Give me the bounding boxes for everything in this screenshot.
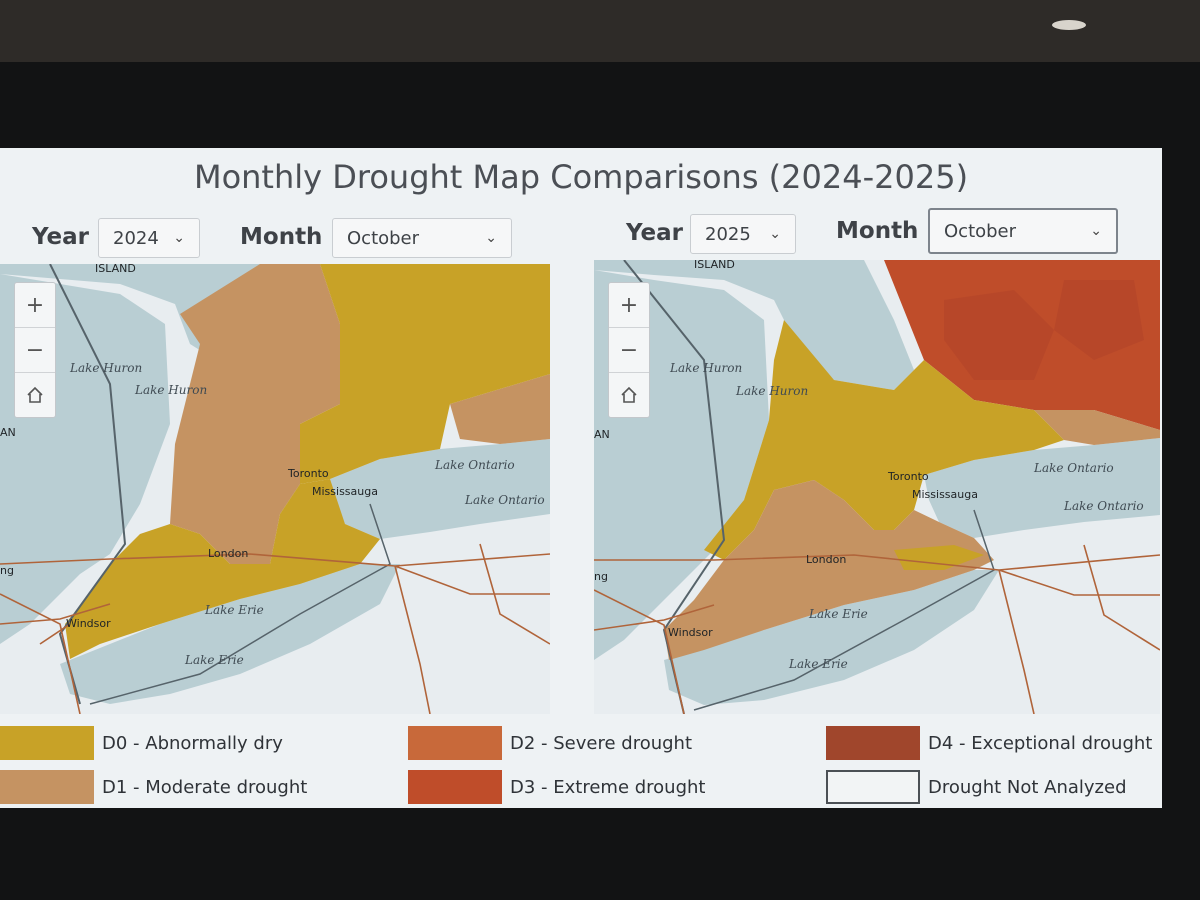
left-zoom-control: + − xyxy=(14,282,56,418)
d1-region xyxy=(170,264,340,564)
legend-label-d2: D2 - Severe drought xyxy=(510,732,693,754)
home-button[interactable] xyxy=(15,373,55,417)
label-an: AN xyxy=(594,428,610,441)
label-island: ISLAND xyxy=(95,264,136,275)
label-lake-erie-2: Lake Erie xyxy=(788,657,848,671)
left-month-select[interactable]: October ⌄ xyxy=(332,218,512,258)
label-lake-ontario-1: Lake Ontario xyxy=(434,458,515,472)
label-lake-huron-1: Lake Huron xyxy=(69,361,142,375)
label-mississauga: Mississauga xyxy=(312,485,378,498)
label-ng: ng xyxy=(594,570,608,583)
road-network xyxy=(594,544,1160,714)
d2-shading xyxy=(944,280,1144,380)
left-year-select[interactable]: 2024 ⌄ xyxy=(98,218,200,258)
label-lake-erie-2: Lake Erie xyxy=(184,653,244,667)
zoom-out-button[interactable]: − xyxy=(609,328,649,373)
legend-swatch-d1 xyxy=(0,770,94,804)
label-mississauga: Mississauga xyxy=(912,488,978,501)
ceiling-light xyxy=(1052,20,1086,30)
label-toronto: Toronto xyxy=(287,467,329,480)
legend-swatch-not-analyzed xyxy=(826,770,920,804)
d0-region-southwest xyxy=(65,479,380,659)
left-year-value: 2024 xyxy=(113,227,159,249)
chevron-down-icon: ⌄ xyxy=(173,230,185,246)
legend-label-not-analyzed: Drought Not Analyzed xyxy=(928,776,1127,798)
road-network xyxy=(0,543,550,714)
lake-ontario-water xyxy=(330,439,550,539)
right-map-canvas: ISLAND Lake Huron Lake Huron Lake Ontari… xyxy=(594,260,1160,714)
d1-region-east xyxy=(450,374,550,444)
legend-item-d4: D4 - Exceptional drought xyxy=(826,726,1152,760)
right-year-label: Year xyxy=(626,220,684,246)
legend-item-d0: D0 - Abnormally dry xyxy=(0,726,283,760)
right-zoom-control: + − xyxy=(608,282,650,418)
lake-ontario-water xyxy=(924,438,1160,538)
page-title: Monthly Drought Map Comparisons (2024-20… xyxy=(193,158,969,196)
label-an: AN xyxy=(0,426,16,439)
home-button[interactable] xyxy=(609,373,649,417)
zoom-in-button[interactable]: + xyxy=(15,283,55,328)
slide: Monthly Drought Map Comparisons (2024-20… xyxy=(0,148,1162,808)
left-month-value: October xyxy=(347,227,420,249)
right-drought-map[interactable]: ISLAND Lake Huron Lake Huron Lake Ontari… xyxy=(594,260,1160,714)
legend-swatch-d0 xyxy=(0,726,94,760)
label-london: London xyxy=(208,547,248,560)
lake-erie-water xyxy=(60,564,400,704)
zoom-out-button[interactable]: − xyxy=(15,328,55,373)
legend-label-d0: D0 - Abnormally dry xyxy=(102,732,283,754)
d1-region-east xyxy=(1034,410,1160,445)
left-year-label: Year xyxy=(32,224,90,250)
label-london: London xyxy=(806,553,846,566)
left-drought-map[interactable]: ISLAND Lake Huron Lake Huron Lake Ontari… xyxy=(0,264,550,714)
legend-swatch-d4 xyxy=(826,726,920,760)
label-lake-ontario-2: Lake Ontario xyxy=(1063,499,1144,513)
d1-region-southwest xyxy=(664,480,994,660)
legend-item-not-analyzed: Drought Not Analyzed xyxy=(826,770,1127,804)
label-island: ISLAND xyxy=(694,260,735,271)
room-background xyxy=(0,0,1200,62)
legend-item-d3: D3 - Extreme drought xyxy=(408,770,706,804)
right-month-label: Month xyxy=(836,218,919,244)
legend-label-d4: D4 - Exceptional drought xyxy=(928,732,1153,754)
label-lake-ontario-1: Lake Ontario xyxy=(1033,461,1114,475)
left-month-label: Month xyxy=(240,224,323,250)
border-line xyxy=(89,503,391,705)
label-lake-huron-1: Lake Huron xyxy=(669,361,742,375)
label-lake-erie-1: Lake Erie xyxy=(808,607,868,621)
label-windsor: Windsor xyxy=(66,617,111,630)
left-map-canvas: ISLAND Lake Huron Lake Huron Lake Ontari… xyxy=(0,264,550,714)
legend-swatch-d2 xyxy=(408,726,502,760)
label-windsor: Windsor xyxy=(668,626,713,639)
d0-region xyxy=(704,320,1064,560)
chevron-down-icon: ⌄ xyxy=(485,230,497,246)
label-lake-huron-2: Lake Huron xyxy=(735,384,808,398)
label-ng: ng xyxy=(0,564,14,577)
label-toronto: Toronto xyxy=(887,470,929,483)
legend-label-d1: D1 - Moderate drought xyxy=(102,776,308,798)
zoom-in-button[interactable]: + xyxy=(609,283,649,328)
border-line xyxy=(693,509,995,711)
label-lake-ontario-2: Lake Ontario xyxy=(464,493,545,507)
legend-swatch-d3 xyxy=(408,770,502,804)
legend-label-d3: D3 - Extreme drought xyxy=(510,776,706,798)
home-icon xyxy=(27,386,43,403)
right-month-select[interactable]: October ⌄ xyxy=(928,208,1118,254)
legend-item-d2: D2 - Severe drought xyxy=(408,726,692,760)
chevron-down-icon: ⌄ xyxy=(769,226,781,242)
home-icon xyxy=(621,386,637,403)
right-year-select[interactable]: 2025 ⌄ xyxy=(690,214,796,254)
right-year-value: 2025 xyxy=(705,223,751,245)
d0-region-northeast xyxy=(300,264,550,484)
lake-erie-water xyxy=(664,570,999,705)
d0-patch xyxy=(894,545,984,570)
label-lake-huron-2: Lake Huron xyxy=(134,383,207,397)
right-month-value: October xyxy=(944,220,1017,242)
legend-item-d1: D1 - Moderate drought xyxy=(0,770,307,804)
label-lake-erie-1: Lake Erie xyxy=(204,603,264,617)
chevron-down-icon: ⌄ xyxy=(1090,223,1102,239)
